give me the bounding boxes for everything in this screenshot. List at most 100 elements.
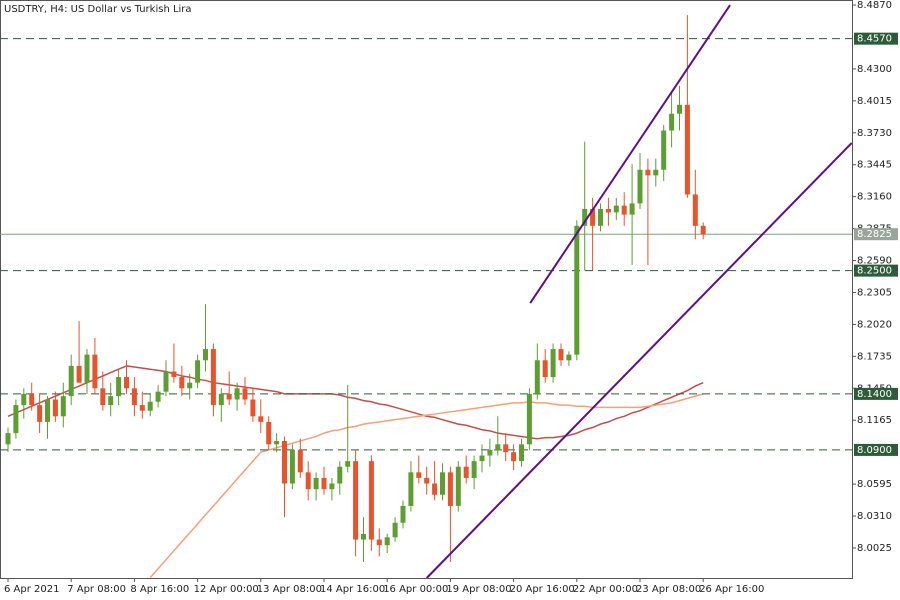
x-tick-label: 6 Apr 2021 — [4, 584, 59, 595]
candle-body — [163, 371, 169, 392]
candle-body — [408, 472, 414, 506]
candle-body — [495, 444, 501, 450]
y-tick-label: 8.4300 — [857, 64, 892, 75]
candle-body — [155, 391, 161, 402]
candle-body — [274, 440, 280, 445]
candle-body — [384, 537, 390, 546]
candle-body — [258, 416, 264, 422]
level-label-box — [854, 32, 898, 45]
candle-body — [297, 449, 303, 473]
candle-body — [677, 104, 682, 114]
candle-body — [582, 208, 588, 226]
candle-body — [526, 393, 532, 445]
last-price-label: 8.2825 — [857, 229, 892, 240]
candle-body — [574, 225, 580, 355]
level-label-box — [854, 443, 898, 456]
y-tick-label: 8.2590 — [857, 256, 892, 267]
candle-body — [353, 461, 359, 540]
candle-body — [550, 349, 556, 378]
candle-body — [68, 365, 74, 397]
candle-body — [519, 444, 524, 462]
x-tick-label: 22 Apr 00:00 — [573, 584, 638, 595]
y-tick-label: 8.3160 — [857, 192, 892, 203]
candle-body — [266, 421, 272, 445]
candle-body — [684, 104, 690, 195]
candle-body — [337, 466, 343, 484]
candle-body — [45, 399, 50, 422]
candle-body — [598, 208, 603, 226]
candle-body — [179, 377, 185, 389]
candle-body — [242, 388, 248, 400]
candle-body — [187, 382, 193, 389]
y-tick-label: 8.0310 — [857, 511, 892, 522]
candle-body — [440, 472, 445, 495]
candle-body — [76, 365, 82, 383]
candle-body — [400, 505, 406, 523]
y-tick-label: 8.2020 — [857, 319, 892, 330]
candle-body — [653, 169, 659, 176]
candle-body — [487, 449, 493, 456]
y-tick-label: 8.3445 — [857, 160, 892, 171]
candle-body — [700, 225, 706, 235]
candle-body — [21, 393, 27, 406]
y-tick-label: 8.4015 — [857, 96, 892, 107]
candle-body — [368, 461, 374, 540]
y-tick-label: 8.1165 — [857, 415, 892, 426]
candle-body — [503, 444, 509, 453]
candle-body — [29, 393, 35, 406]
candle-body — [542, 360, 548, 378]
x-tick-label: 26 Apr 16:00 — [699, 584, 764, 595]
candle-body — [345, 461, 351, 467]
x-tick-label: 8 Apr 16:00 — [130, 584, 189, 595]
y-tick-label: 8.2305 — [857, 287, 892, 298]
candle-body — [392, 522, 398, 538]
candle-body — [463, 466, 469, 478]
candle-body — [511, 452, 517, 462]
candle-body — [692, 194, 698, 226]
candle-body — [226, 393, 232, 400]
candle-body — [329, 483, 335, 490]
candle-body — [37, 405, 43, 422]
candle-body — [84, 354, 90, 383]
candle-body — [250, 399, 256, 417]
x-tick-label: 7 Apr 08:00 — [67, 584, 126, 595]
candle-body — [321, 477, 327, 490]
candle-body — [139, 405, 145, 411]
x-tick-label: 14 Apr 16:00 — [320, 584, 385, 595]
candle-body — [13, 405, 19, 434]
candle-body — [376, 539, 382, 546]
candle-body — [590, 208, 596, 226]
candle-body — [558, 349, 564, 361]
trend-line — [529, 4, 731, 304]
candle-body — [432, 483, 438, 495]
candle-body — [669, 113, 675, 131]
axis-panel — [853, 0, 900, 600]
candle-body — [147, 401, 153, 411]
candle-body — [621, 205, 627, 215]
candle-body — [210, 349, 216, 406]
level-label-box — [854, 264, 898, 277]
candle-body — [203, 349, 208, 361]
candle-body — [534, 360, 540, 394]
candle-body — [361, 533, 366, 540]
candle-body — [108, 396, 114, 406]
candle-body — [661, 130, 667, 170]
candle-body — [471, 461, 477, 478]
x-tick-label: 23 Apr 08:00 — [636, 584, 701, 595]
moving-average — [149, 393, 704, 579]
candle-body — [52, 399, 58, 417]
x-tick-label: 13 Apr 08:00 — [257, 584, 322, 595]
candle-body — [613, 205, 619, 213]
candle-body — [605, 208, 611, 213]
candle-body — [131, 388, 137, 406]
candle-body — [100, 388, 106, 406]
candle-body — [637, 169, 643, 204]
candle-body — [195, 360, 201, 383]
y-tick-label: 8.4870 — [857, 0, 892, 11]
candle-body — [447, 472, 453, 506]
candle-body — [124, 377, 129, 389]
level-label: 8.4570 — [857, 34, 892, 45]
candle-body — [218, 393, 224, 406]
chart-title: USDTRY, H4: US Dollar vs Turkish Lira — [4, 4, 192, 15]
